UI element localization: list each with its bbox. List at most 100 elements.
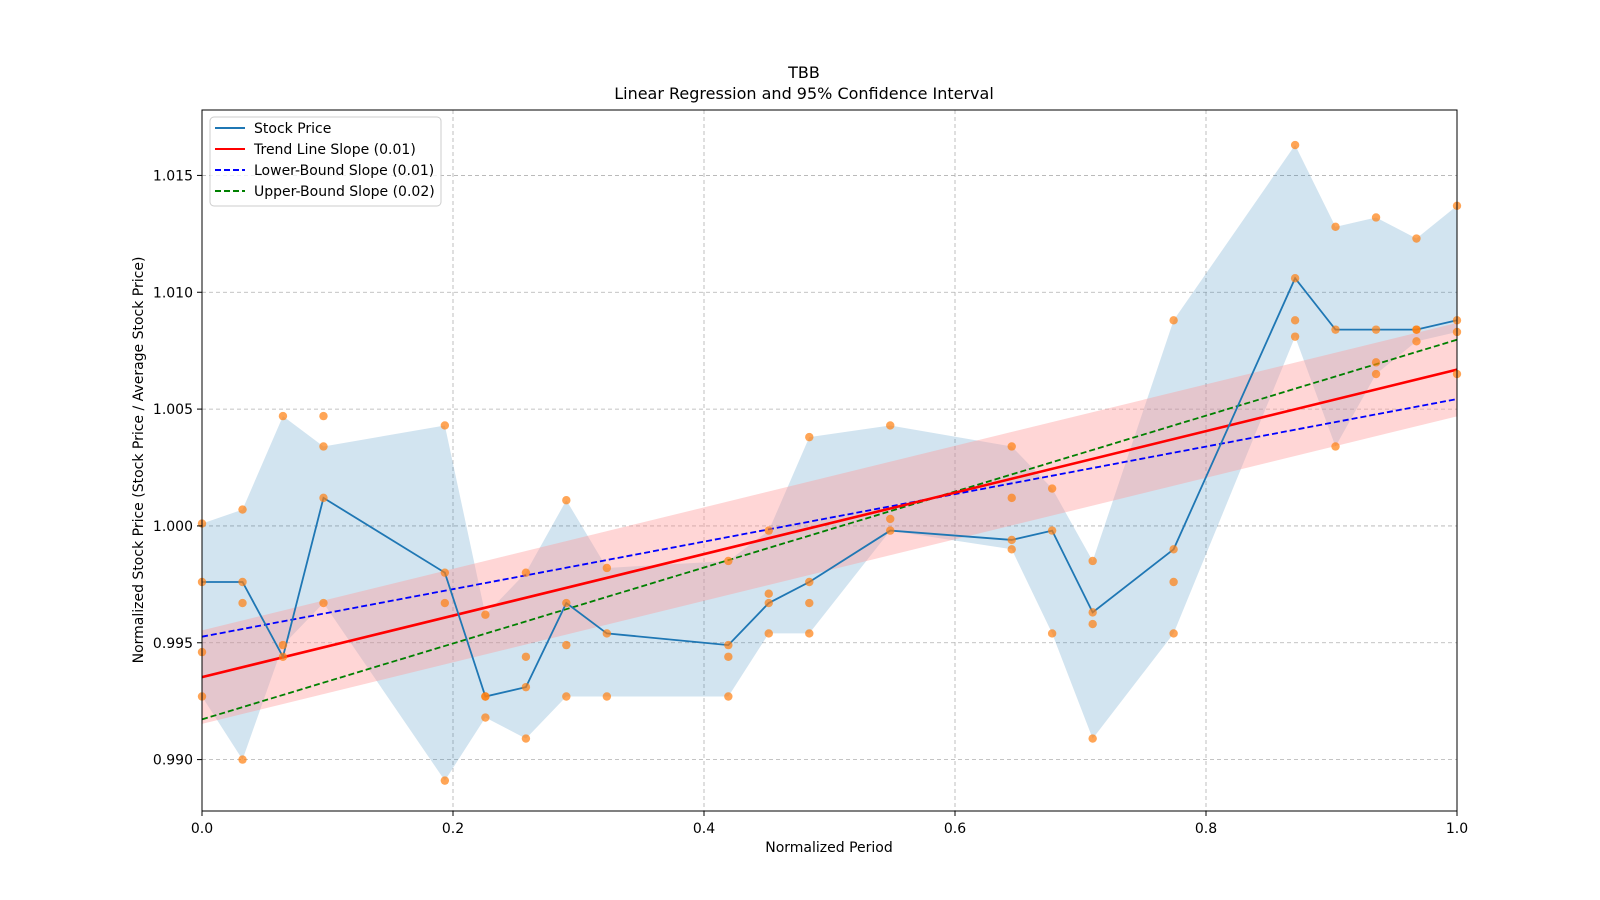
scatter-point [805,629,814,638]
x-axis-label: Normalized Period [765,840,893,856]
scatter-point [562,640,571,650]
scatter-point [724,640,733,650]
upper-bound-line [201,338,1458,721]
chart-subtitle: Linear Regression and 95% Confidence Int… [614,84,994,103]
scatter-point [521,734,531,743]
scatter-point [886,526,895,535]
x-tick-label: 0.8 [1195,821,1217,837]
scatter-point [805,598,814,608]
scatter-point [1169,316,1178,325]
scatter-point [238,505,247,514]
stock-price-line-group [202,276,1458,698]
scatter-point [1371,325,1381,334]
scatter-point [278,411,288,421]
bound-lines [201,338,1458,721]
scatter-point [764,629,773,638]
scatter-point [562,496,571,505]
lower-bound-line [201,398,1458,638]
scatter-point [1047,526,1057,535]
stock-price-line [202,276,1458,698]
scatter-point [319,442,328,451]
scatter-point [1007,442,1016,451]
scatter-point [1088,556,1097,566]
scatter-point [1412,325,1421,334]
legend-label-lower-bound: Lower-Bound Slope (0.01) [254,163,434,179]
scatter-point [1331,222,1340,232]
scatter-point [1047,484,1057,493]
legend-box [209,116,442,207]
scatter-point [319,598,328,608]
scatter-point [440,776,450,785]
y-tick-label: 0.990 [153,753,193,769]
scatter-point [481,713,490,722]
y-tick-label: 1.015 [153,168,193,184]
y-tick-label: 0.995 [153,636,193,652]
scatter-point [764,589,773,598]
price-range-band [202,145,1457,781]
scatter-point [724,692,733,701]
scatter-point [1169,629,1178,638]
y-axis-ticks: 0.990 0.995 1.000 1.005 1.010 1.015 [153,168,202,769]
grid-lines [202,110,1457,811]
scatter-point [1331,325,1340,334]
scatter-point [602,692,612,701]
scatter-point [319,493,328,503]
scatter-point [1371,369,1381,379]
scatter-point [1007,545,1016,554]
scatter-point [521,652,531,661]
y-tick-label: 1.000 [153,519,193,535]
scatter-point [278,652,288,661]
scatter-point [1088,619,1097,629]
scatter-point [1290,274,1300,283]
scatter-point [1412,337,1421,346]
x-tick-label: 1.0 [1446,821,1468,837]
scatter-point [1088,608,1097,617]
x-axis-ticks: 0.0 0.2 0.4 0.6 0.8 1.0 [191,811,1468,837]
price-band-area [202,145,1457,781]
scatter-point [440,568,450,577]
scatter-point [886,421,895,430]
trend-line [201,368,1458,679]
x-tick-label: 0.4 [693,821,715,837]
scatter-point [1047,629,1057,638]
legend: Stock Price Trend Line Slope (0.01) Lowe… [209,116,442,207]
scatter-point [440,421,450,430]
scatter-point [521,568,531,577]
scatter-point [1290,316,1300,325]
scatter-point [562,598,571,608]
scatter-point [886,514,895,524]
chart-title: TBB [787,63,820,82]
scatter-point [1290,140,1300,150]
scatter-point [1007,493,1016,503]
scatter-point [562,692,571,701]
scatter-point [805,432,814,442]
scatter-point [481,692,490,701]
scatter-point [1412,234,1421,243]
legend-label-upper-bound: Upper-Bound Slope (0.02) [254,184,435,200]
scatter-point [1007,535,1016,545]
x-tick-label: 0.6 [944,821,966,837]
scatter-point [1088,734,1097,743]
scatter-point [805,577,814,587]
legend-label-stock-price: Stock Price [254,121,331,137]
scatter-point [1371,213,1381,222]
scatter-point [481,610,490,619]
scatter-point [602,563,612,573]
y-tick-label: 1.010 [153,285,193,301]
x-tick-label: 0.2 [442,821,464,837]
scatter-point [764,598,773,608]
scatter-point [521,682,531,692]
scatter-point [278,640,288,650]
scatter-point [1371,358,1381,367]
scatter-point [764,526,773,535]
scatter-point [319,411,328,421]
scatter-point [1331,442,1340,451]
plot-area-frame [201,109,1458,812]
scatter-point [440,598,450,608]
scatter-point [724,556,733,566]
scatter-point [724,652,733,661]
scatter-point [238,577,247,587]
scatter-points [197,140,1462,785]
trend-line-group [201,368,1458,679]
